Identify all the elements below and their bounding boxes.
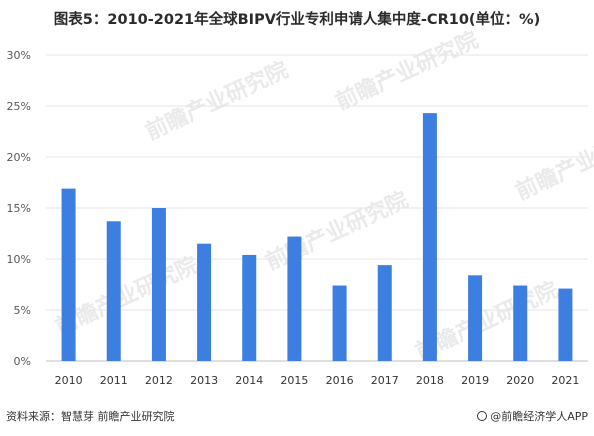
bar-2021: [558, 288, 573, 361]
watermark-text: 前瞻产业研究院: [512, 117, 594, 206]
watermark-text: 前瞻产业研究院: [262, 187, 413, 276]
bar-2015: [287, 236, 302, 361]
bars: [61, 113, 573, 361]
bar-2013: [197, 243, 212, 361]
watermarks: 前瞻产业研究院前瞻产业研究院前瞻产业研究院前瞻产业研究院前瞻产业研究院前瞻产业研…: [52, 27, 594, 366]
brand-credit-text: @前瞻经济学人APP: [490, 410, 588, 423]
bar-2010: [61, 188, 76, 361]
y-tick-label: 10%: [7, 253, 31, 266]
y-tick-label: 30%: [7, 49, 31, 62]
source-note: 资料来源：智慧芽 前瞻产业研究院: [6, 410, 175, 423]
x-tick-label: 2018: [416, 374, 444, 387]
x-tick-label: 2019: [461, 374, 489, 387]
bar-2012: [151, 208, 166, 361]
bar-2016: [332, 285, 347, 361]
x-tick-label: 2017: [371, 374, 399, 387]
bar-2020: [513, 285, 528, 361]
bar-2017: [377, 265, 392, 361]
bar-2019: [468, 275, 483, 361]
watermark-text: 前瞻产业研究院: [332, 27, 483, 116]
y-tick-label: 25%: [7, 100, 31, 113]
x-tick-label: 2021: [551, 374, 579, 387]
x-tick-label: 2020: [506, 374, 534, 387]
x-axis-ticks: 2010 2011 2012 2013 2014 2015 2016 2017 2018 2019…: [55, 374, 580, 387]
x-tick-label: 2015: [280, 374, 308, 387]
brand-credit: @前瞻经济学人APP: [477, 408, 588, 424]
y-tick-label: 0%: [14, 355, 31, 368]
bar-chart: 前瞻产业研究院前瞻产业研究院前瞻产业研究院前瞻产业研究院前瞻产业研究院前瞻产业研…: [7, 27, 594, 387]
x-tick-label: 2011: [100, 374, 128, 387]
y-tick-label: 5%: [14, 304, 31, 317]
watermark-text: 前瞻产业研究院: [142, 57, 293, 146]
y-tick-label: 20%: [7, 151, 31, 164]
bar-2011: [106, 221, 121, 361]
brand-logo-icon: [477, 411, 488, 421]
bar-2014: [242, 254, 257, 361]
x-tick-label: 2013: [190, 374, 218, 387]
chart-title: 图表5：2010-2021年全球BIPV行业专利申请人集中度-CR10(单位：%…: [53, 12, 541, 28]
x-tick-label: 2010: [55, 374, 83, 387]
x-tick-label: 2014: [235, 374, 263, 387]
x-tick-label: 2016: [326, 374, 354, 387]
y-axis-ticks: 0% 5% 10% 15% 20% 25% 30%: [7, 49, 31, 368]
bar-2018: [422, 113, 437, 361]
gridlines: [46, 54, 588, 362]
y-tick-label: 15%: [7, 202, 31, 215]
x-tick-label: 2012: [145, 374, 173, 387]
